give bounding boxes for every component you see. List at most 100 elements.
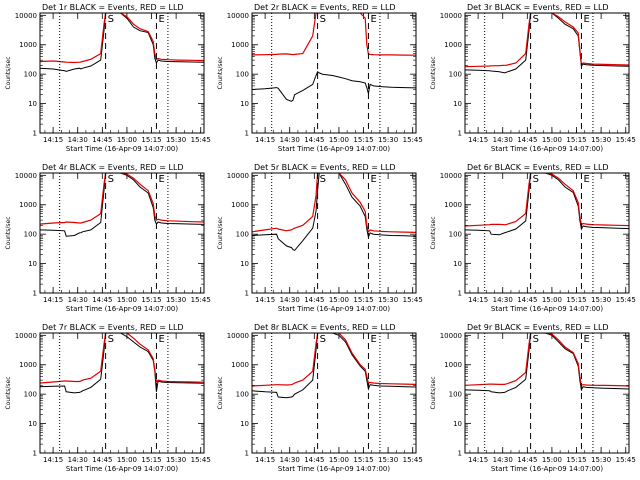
plot-area xyxy=(40,13,204,72)
y-tick-label: 10000 xyxy=(227,332,249,340)
panel-title: Det 5r BLACK = Events, RED = LLD xyxy=(254,163,396,172)
marker-label-e: E xyxy=(583,174,589,185)
panel-det-2: Det 2r BLACK = Events, RED = LLD 1 10 100 10… xyxy=(217,3,423,153)
x-axis-label: Start Time (16-Apr-09 14:07:00) xyxy=(278,465,390,473)
x-tick-label: 15:00 xyxy=(542,136,562,144)
panel-det-3: Det 3r BLACK = Events, RED = LLD 1 10 100 10… xyxy=(430,3,636,153)
y-tick-label: 10 xyxy=(28,260,37,268)
x-tick-label: 15:00 xyxy=(117,136,137,144)
marker-label-s: S xyxy=(533,174,539,185)
events-line xyxy=(465,173,629,236)
x-axis-label: Start Time (16-Apr-09 14:07:00) xyxy=(278,145,390,153)
y-tick-label: 100 xyxy=(449,71,462,79)
y-tick-label: 1 xyxy=(245,290,249,298)
y-tick-label: 10 xyxy=(240,420,249,428)
plot-frame xyxy=(39,12,205,134)
x-tick-label: 14:30 xyxy=(68,136,88,144)
x-tick-label: 15:00 xyxy=(542,296,562,304)
panel-title: Det 8r BLACK = Events, RED = LLD xyxy=(254,323,396,332)
panel-title: Det 9r BLACK = Events, RED = LLD xyxy=(467,323,609,332)
y-axis-label: Counts/sec xyxy=(5,56,12,89)
x-tick-label: 15:30 xyxy=(591,136,611,144)
marker-label-e: E xyxy=(370,14,376,25)
y-tick-label: 1000 xyxy=(231,41,249,49)
y-tick-label: 1000 xyxy=(19,201,37,209)
x-tick-label: 14:30 xyxy=(280,296,300,304)
x-tick-label: 15:15 xyxy=(353,456,373,464)
x-tick-label: 15:00 xyxy=(329,456,349,464)
x-tick-label: 14:45 xyxy=(304,136,324,144)
y-tick-label: 10 xyxy=(453,100,462,108)
y-tick-label: 1000 xyxy=(444,361,462,369)
y-tick-label: 10000 xyxy=(227,172,249,180)
plot-area xyxy=(40,333,204,394)
x-tick-label: 14:45 xyxy=(92,136,112,144)
x-tick-label: 15:00 xyxy=(329,296,349,304)
y-tick-label: 10 xyxy=(28,420,37,428)
x-tick-label: 15:45 xyxy=(616,296,636,304)
y-tick-label: 1 xyxy=(33,290,37,298)
x-tick-label: 14:45 xyxy=(304,456,324,464)
plot-area xyxy=(40,173,204,237)
y-tick-label: 10 xyxy=(240,100,249,108)
y-tick-label: 10000 xyxy=(15,12,37,20)
x-tick-label: 14:15 xyxy=(468,136,488,144)
marker-label-s: S xyxy=(108,334,114,345)
x-tick-label: 15:15 xyxy=(141,456,161,464)
x-axis-label: Start Time (16-Apr-09 14:07:00) xyxy=(278,305,390,313)
panel-det-8: Det 8r BLACK = Events, RED = LLD 1 10 100 10… xyxy=(217,323,423,473)
y-tick-label: 10000 xyxy=(440,12,462,20)
marker-label-e: E xyxy=(583,14,589,25)
lld-line xyxy=(252,13,416,56)
plot-frame xyxy=(251,172,417,294)
x-tick-label: 15:45 xyxy=(403,136,423,144)
x-tick-label: 14:45 xyxy=(304,296,324,304)
marker-label-s: S xyxy=(533,334,539,345)
marker-label-s: S xyxy=(108,14,114,25)
x-tick-label: 14:30 xyxy=(493,136,513,144)
x-tick-label: 14:15 xyxy=(468,456,488,464)
plot-frame xyxy=(39,172,205,294)
y-tick-label: 1 xyxy=(245,450,249,458)
plot-area xyxy=(465,333,629,394)
x-tick-label: 14:15 xyxy=(43,136,63,144)
x-axis-label: Start Time (16-Apr-09 14:07:00) xyxy=(491,305,603,313)
y-tick-label: 100 xyxy=(24,391,37,399)
y-tick-label: 1 xyxy=(458,450,462,458)
y-axis-label: Counts/sec xyxy=(5,376,12,409)
y-tick-label: 1 xyxy=(458,290,462,298)
plot-frame xyxy=(251,332,417,454)
x-axis-label: Start Time (16-Apr-09 14:07:00) xyxy=(66,145,178,153)
x-tick-label: 14:45 xyxy=(92,456,112,464)
lld-line xyxy=(465,333,629,387)
y-tick-label: 1 xyxy=(245,130,249,138)
y-tick-label: 100 xyxy=(449,391,462,399)
panel-det-6: Det 6r BLACK = Events, RED = LLD 1 10 100 10… xyxy=(430,163,636,313)
panel-det-4: Det 4r BLACK = Events, RED = LLD 1 10 100 10… xyxy=(5,163,211,313)
y-axis-label: Counts/sec xyxy=(430,216,437,249)
marker-label-s: S xyxy=(108,174,114,185)
plot-frame xyxy=(464,332,630,454)
x-tick-label: 14:30 xyxy=(280,136,300,144)
y-tick-label: 1000 xyxy=(444,41,462,49)
plot-area xyxy=(465,13,629,74)
y-tick-label: 100 xyxy=(236,391,249,399)
x-tick-label: 14:45 xyxy=(517,456,537,464)
x-tick-label: 15:30 xyxy=(166,136,186,144)
x-tick-label: 15:00 xyxy=(117,296,137,304)
marker-label-e: E xyxy=(370,174,376,185)
y-tick-label: 100 xyxy=(24,231,37,239)
y-tick-label: 10000 xyxy=(15,172,37,180)
y-axis-label: Counts/sec xyxy=(430,56,437,89)
panel-det-7: Det 7r BLACK = Events, RED = LLD 1 10 100 10… xyxy=(5,323,211,473)
events-line xyxy=(252,71,416,102)
x-tick-label: 14:15 xyxy=(255,456,275,464)
y-axis-label: Counts/sec xyxy=(5,216,12,249)
x-tick-label: 15:30 xyxy=(378,136,398,144)
lld-line xyxy=(252,333,416,387)
x-axis-label: Start Time (16-Apr-09 14:07:00) xyxy=(66,465,178,473)
y-tick-label: 10000 xyxy=(440,332,462,340)
x-tick-label: 15:15 xyxy=(141,136,161,144)
x-tick-label: 15:30 xyxy=(378,456,398,464)
x-axis-label: Start Time (16-Apr-09 14:07:00) xyxy=(491,145,603,153)
